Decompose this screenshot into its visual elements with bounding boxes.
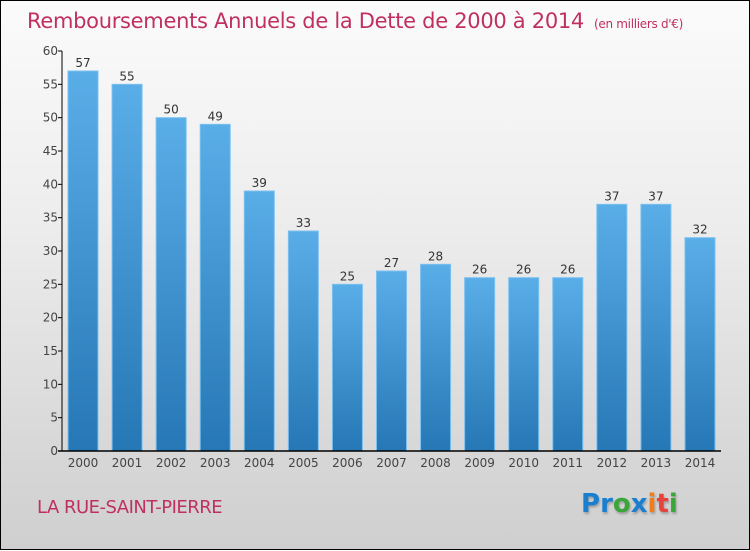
chart-subtitle: (en milliers d'€): [594, 17, 684, 31]
data-label-2004: 39: [252, 176, 267, 190]
commune-name: LA RUE-SAINT-PIERRE: [37, 497, 223, 518]
x-tick-label-2004: 2004: [244, 456, 275, 470]
bar-2009: [464, 277, 496, 452]
data-label-2007: 27: [384, 256, 399, 270]
bar-2005: [287, 230, 319, 452]
data-label-2006: 25: [340, 269, 355, 283]
logo-letter-6: i: [668, 489, 678, 519]
data-label-2001: 55: [119, 69, 134, 83]
bars-group: [67, 70, 716, 452]
x-tick-label-2010: 2010: [508, 456, 539, 470]
logo-letter-0: P: [581, 489, 601, 519]
x-tick-label-2008: 2008: [420, 456, 451, 470]
x-axis: 2000 2001 2002 2003 2004 2005 2006 2007 2008 2009…: [58, 450, 721, 470]
logo-letter-4: i: [647, 489, 657, 519]
logo-letter-5: t: [656, 489, 669, 519]
x-tick-label-2002: 2002: [156, 456, 187, 470]
bar-2001: [111, 83, 143, 452]
bar-2000: [67, 70, 99, 452]
x-tick-label-2009: 2009: [464, 456, 495, 470]
x-tick-label-2011: 2011: [552, 456, 583, 470]
logo-letter-1: r: [600, 489, 613, 519]
bar-2004: [243, 190, 275, 452]
proxiti-logo[interactable]: Proxiti: [581, 489, 678, 519]
y-tick-label-5: 5: [50, 411, 58, 425]
data-label-2002: 50: [163, 103, 178, 117]
chart-title-text: Remboursements Annuels de la Dette de 20…: [27, 9, 584, 33]
bar-2010: [508, 277, 540, 452]
y-tick-label-10: 10: [43, 377, 58, 391]
bar-2013: [640, 203, 672, 452]
x-tick-label-2012: 2012: [597, 456, 628, 470]
data-label-2008: 28: [428, 249, 443, 263]
x-tick-label-2006: 2006: [332, 456, 363, 470]
y-tick-label-40: 40: [43, 177, 58, 191]
y-tick-label-50: 50: [43, 111, 58, 125]
data-label-2009: 26: [472, 263, 487, 277]
x-tick-label-2003: 2003: [200, 456, 231, 470]
data-label-2012: 37: [604, 189, 619, 203]
y-axis: 0 5 10 15 20 25 30 35 40 45 50 55 60: [43, 44, 63, 458]
bar-2014: [684, 237, 716, 452]
x-tick-label-2005: 2005: [288, 456, 319, 470]
bar-2003: [199, 123, 231, 452]
y-tick-label-35: 35: [43, 211, 58, 225]
chart-title: Remboursements Annuels de la Dette de 20…: [27, 9, 683, 33]
data-label-2010: 26: [516, 263, 531, 277]
x-tick-label-2014: 2014: [685, 456, 716, 470]
x-tick-label-2007: 2007: [376, 456, 407, 470]
x-tick-label-2013: 2013: [641, 456, 672, 470]
y-tick-label-25: 25: [43, 277, 58, 291]
logo-letter-3: x: [630, 489, 648, 519]
data-label-2014: 32: [692, 223, 707, 237]
y-tick-label-0: 0: [50, 444, 58, 458]
y-tick-label-45: 45: [43, 144, 58, 158]
data-label-2013: 37: [648, 189, 663, 203]
data-label-2003: 49: [208, 109, 223, 123]
data-label-2005: 33: [296, 216, 311, 230]
x-tick-label-2000: 2000: [68, 456, 99, 470]
bar-2002: [155, 117, 187, 452]
y-tick-label-15: 15: [43, 344, 58, 358]
bar-2007: [375, 270, 407, 452]
y-tick-label-55: 55: [43, 77, 58, 91]
data-label-2011: 26: [560, 263, 575, 277]
y-tick-label-20: 20: [43, 311, 58, 325]
data-label-2000: 57: [75, 56, 90, 70]
y-tick-label-30: 30: [43, 244, 58, 258]
x-tick-label-2001: 2001: [112, 456, 143, 470]
logo-letter-2: o: [612, 489, 631, 519]
bar-2006: [331, 283, 363, 452]
data-labels-group: 57 55 50 49 39 33 25 27 28 26 26 26 37 37 32: [75, 56, 707, 283]
bar-2012: [596, 203, 628, 452]
y-tick-label-60: 60: [43, 44, 58, 58]
bar-2011: [552, 277, 584, 452]
bar-2008: [420, 263, 452, 452]
